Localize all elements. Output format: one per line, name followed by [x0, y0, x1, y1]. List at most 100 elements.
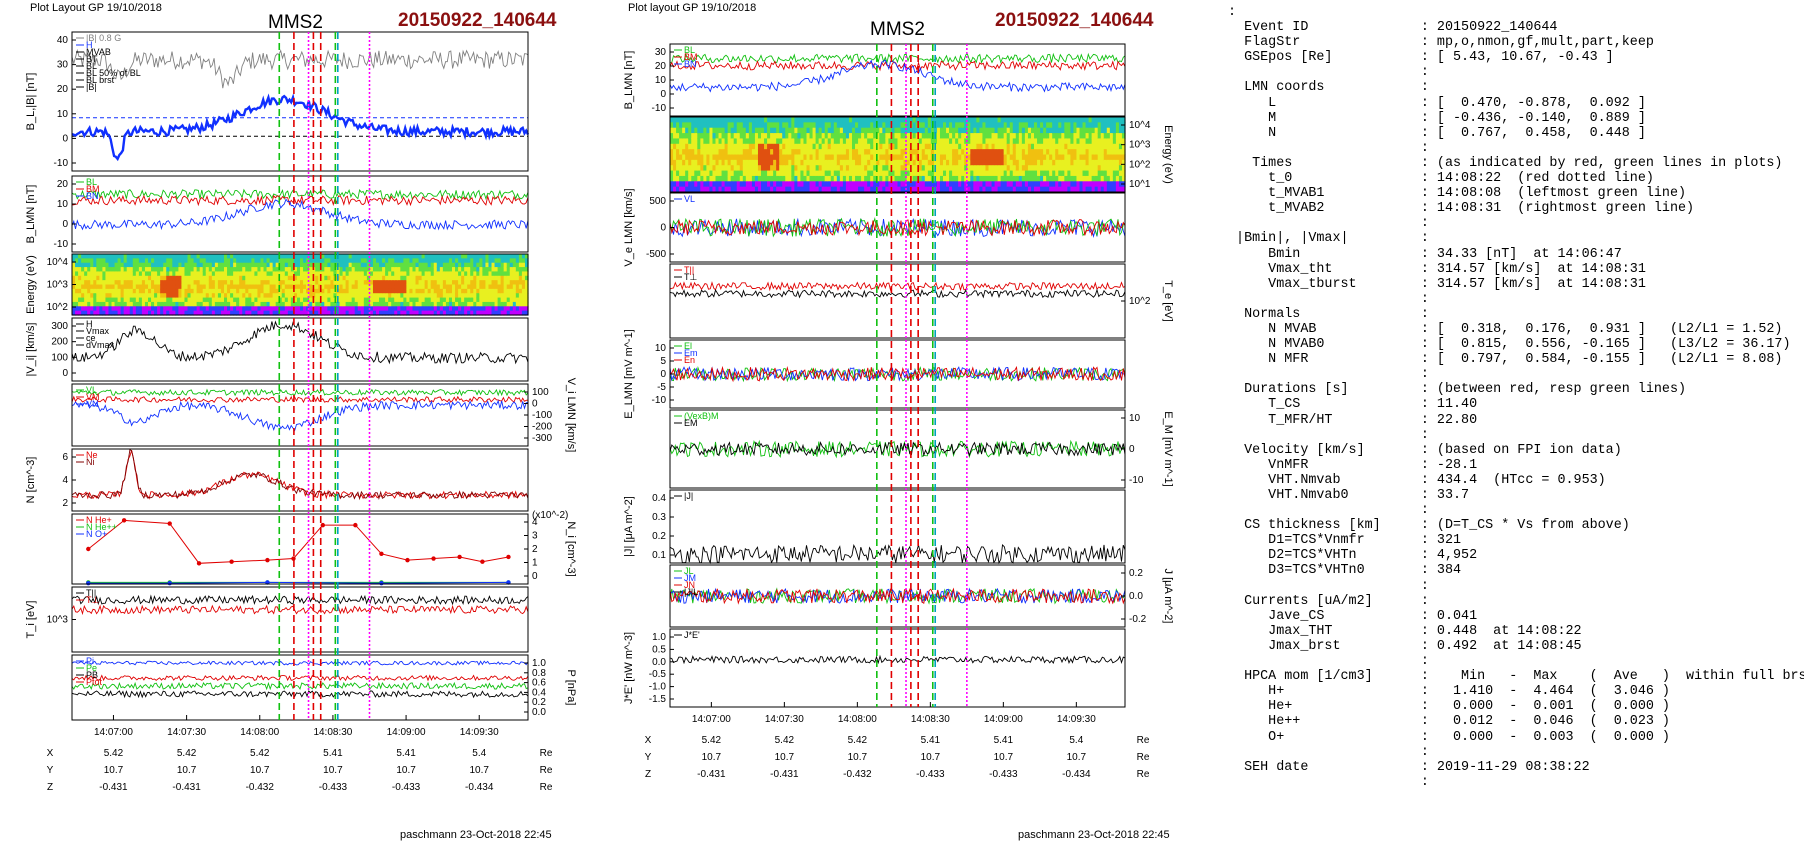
left-spec-cell [330, 310, 335, 316]
left-spec-cell [220, 288, 225, 294]
left-spec-cell [458, 271, 462, 277]
left-spec-cell [251, 297, 255, 303]
left-spec-cell [108, 275, 113, 281]
left-spec-cell [518, 310, 523, 316]
mid-spec-cell [927, 175, 932, 182]
mid-spec-cell [997, 127, 1002, 134]
mid-spec-cell [821, 165, 826, 172]
mid-spec-cell [673, 170, 677, 177]
left-spec-cell [269, 306, 274, 312]
mid-spec-cell [785, 122, 789, 129]
left-spec-cell [96, 306, 100, 312]
mid-spec-cell [815, 159, 820, 166]
mid-spec-cell [718, 122, 723, 129]
mid-spec-cell [1000, 117, 1005, 123]
left-spec-cell [248, 262, 252, 268]
mid-spec-cell [1085, 149, 1090, 156]
left-spec-cell [293, 284, 298, 290]
mid-spec-cell [742, 122, 747, 129]
left-spec-cell [230, 297, 234, 303]
mid-EM-panel: 100-10 E_M [mV m^-1](VexB)MEM [669, 409, 1174, 489]
mid-E-series-EL [669, 365, 1126, 383]
mid-spec-cell [845, 159, 850, 166]
mid-spec-cell [691, 181, 695, 188]
mid-spec-cell [927, 122, 932, 129]
left-spec-cell [409, 306, 414, 312]
mid-spec-cell [879, 165, 883, 172]
mid-spec-cell [836, 159, 841, 166]
mid-spec-cell [1097, 159, 1102, 166]
left-spec-cell [211, 288, 216, 294]
left-spec-cell [87, 258, 91, 264]
mid-JLMN-legend-label: JN [684, 580, 695, 590]
left-spec-cell [151, 254, 155, 259]
mid-spec-cell [818, 154, 823, 161]
mid-spec-cell [836, 122, 841, 129]
left-spec-cell [421, 306, 426, 312]
left-spec-cell [138, 254, 143, 259]
mid-spec-cell [1091, 133, 1096, 140]
mid-spec-cell [985, 154, 990, 161]
mid-spec-cell [709, 175, 714, 182]
mid-spec-cell [1055, 165, 1059, 172]
mid-spec-cell [946, 143, 950, 150]
mid-spec-cell [712, 138, 717, 145]
mid-spec-cell [1018, 149, 1023, 156]
left-Ni-ylabel: N_i [cm^-3] [565, 521, 577, 576]
left-spec-cell [467, 275, 471, 281]
mid-spec-cell [1088, 170, 1093, 177]
mid-spec-cell [788, 165, 792, 172]
left-spec-cell [524, 288, 529, 294]
mid-spec-cell [700, 127, 704, 134]
mid-spec-cell [733, 154, 738, 161]
left-spec-cell [224, 293, 228, 299]
mid-spec-cell [1121, 149, 1126, 156]
mid-spec-cell [1049, 133, 1053, 140]
mid-spec-cell [967, 154, 971, 161]
mid-spec-cell [927, 170, 932, 177]
left-spec-cell [190, 262, 195, 268]
left-spec-cell [129, 310, 134, 316]
left-spec-cell [476, 306, 480, 312]
mid-spec-cell [1115, 122, 1120, 129]
left-spec-cell [473, 297, 477, 303]
mid-spec-cell [1024, 159, 1029, 166]
left-spec-cell [90, 293, 94, 299]
left-spec-cell [354, 271, 359, 277]
left-spec-cell [281, 271, 286, 277]
mid-spec-cell [985, 138, 990, 145]
mid-spec-cell [1052, 170, 1056, 177]
mid-spec-cell [991, 186, 996, 193]
left-spec-cell [448, 254, 453, 259]
mid-spec-cell [1070, 175, 1075, 182]
mid-spec-cell [700, 181, 704, 188]
left-spec-cell [196, 258, 201, 264]
mid-spec-cell [1103, 159, 1108, 166]
mid-spec-cell [742, 181, 747, 188]
left-spec-cell [202, 297, 207, 303]
mid-spec-cell [803, 165, 808, 172]
left-spec-cell [345, 275, 350, 281]
left-spec-cell [360, 262, 365, 268]
left-spec-cell [263, 293, 268, 299]
left-spec-cell [230, 275, 234, 281]
left-spec-cell [485, 254, 490, 259]
left-spec-cell [178, 258, 183, 264]
mid-spec-cell [855, 154, 859, 161]
mid-spec-cell [852, 165, 856, 172]
left-spec-cell [415, 258, 420, 264]
left-spec-cell [409, 293, 414, 299]
mid-spec-cell [1088, 159, 1093, 166]
left-spec-cell [193, 310, 198, 316]
left-spec-cell [479, 301, 483, 307]
left-spec-cell [263, 267, 268, 273]
left-spec-cell [278, 284, 283, 290]
left-spec-cell [75, 280, 79, 286]
mid-spec-cell [764, 143, 768, 150]
left-spec-cell [287, 301, 292, 307]
left-spec-cell [193, 258, 198, 264]
left-spec-cell [300, 293, 304, 299]
left-spec-cell [196, 275, 201, 281]
left-spec-cell [333, 258, 338, 264]
left-spec-cell [102, 284, 107, 290]
